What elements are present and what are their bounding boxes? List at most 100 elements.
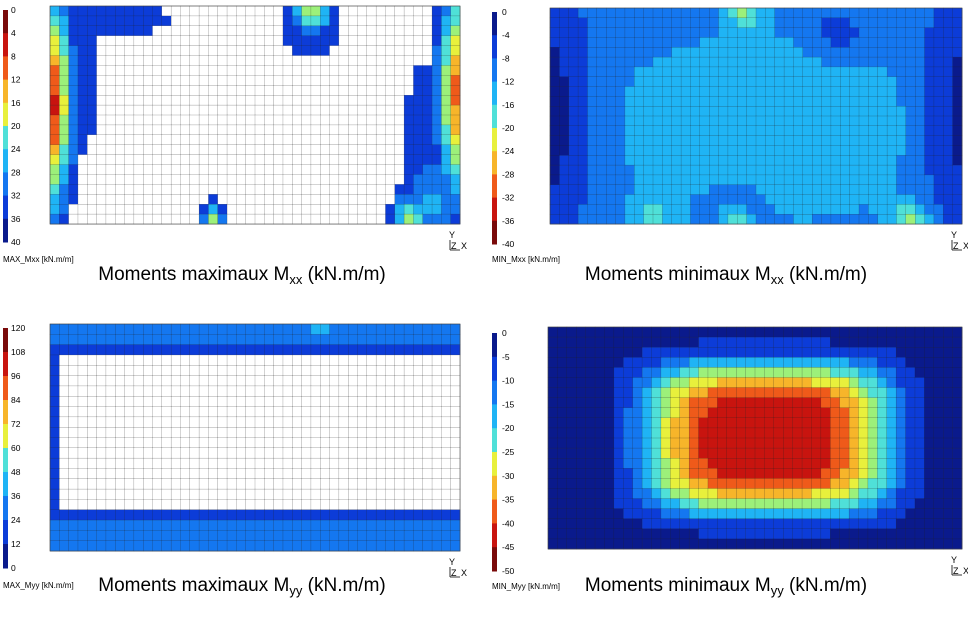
mesh-cell (557, 458, 568, 469)
mesh-cell (952, 27, 963, 38)
mesh-cell (830, 458, 841, 469)
mesh-cell (849, 115, 860, 127)
mesh-cell (848, 367, 859, 378)
mesh-cell (310, 95, 321, 106)
mesh-cell (170, 65, 181, 76)
mesh-cell (896, 184, 907, 196)
mesh-cell (886, 458, 897, 469)
mesh-cell (933, 106, 944, 117)
colorbar-swatch (492, 174, 497, 199)
mesh-cell (615, 145, 626, 156)
mesh-cell (49, 134, 60, 146)
mesh-cell (604, 437, 615, 449)
mesh-cell (623, 528, 634, 540)
mesh-cell (690, 125, 701, 137)
mesh-cell (596, 125, 607, 137)
mesh-cell (559, 66, 570, 78)
mesh-cell (727, 96, 738, 107)
mesh-cell (385, 124, 396, 136)
mesh-cell (632, 468, 643, 479)
mesh-cell (812, 17, 823, 29)
mesh-cell (264, 213, 275, 225)
mesh-cell (651, 377, 662, 389)
mesh-cell (105, 114, 116, 126)
mesh-cell (651, 437, 662, 449)
mesh-cell (431, 194, 442, 205)
mesh-cell (143, 334, 153, 346)
mesh-cell (68, 396, 79, 408)
mesh-cell (161, 406, 172, 418)
mesh-cell (450, 25, 461, 37)
mesh-cell (124, 334, 135, 346)
mesh-cell (87, 95, 98, 106)
mesh-cell (604, 488, 615, 500)
mesh-cell (651, 427, 662, 439)
mesh-cell (273, 416, 284, 428)
mesh-cell (338, 365, 349, 377)
mesh-cell (357, 478, 368, 490)
mesh-cell (867, 407, 878, 419)
mesh-cell (652, 204, 663, 215)
mesh-cell (737, 66, 748, 78)
mesh-cell (811, 347, 822, 358)
mesh-cell (587, 76, 598, 88)
mesh-cell (914, 367, 925, 378)
mesh-cell (886, 427, 897, 439)
mesh-cell (413, 144, 424, 156)
mesh-cell (245, 416, 256, 428)
mesh-cell (698, 367, 709, 378)
mesh-cell (783, 56, 794, 68)
mesh-cell (559, 194, 570, 205)
mesh-cell (623, 387, 634, 399)
mesh-cell (180, 375, 191, 387)
mesh-cell (549, 7, 560, 19)
mesh-cell (915, 76, 926, 88)
mesh-cell (226, 323, 237, 335)
mesh-cell (115, 437, 126, 449)
mesh-cell (662, 214, 673, 225)
mesh-cell (87, 416, 98, 428)
mesh-cell (96, 488, 107, 500)
mesh-cell (737, 125, 748, 137)
mesh-cell (952, 377, 963, 389)
mesh-cell (59, 85, 70, 96)
mesh-cell (905, 204, 916, 215)
mesh-cell (943, 326, 954, 338)
mesh-cell (632, 437, 643, 449)
mesh-cell (394, 204, 405, 215)
mesh-cell (180, 468, 191, 480)
mesh-cell (811, 417, 822, 429)
mesh-cell (338, 323, 349, 335)
mesh-cell (568, 214, 579, 225)
mesh-cell (115, 134, 126, 146)
mesh-cell (707, 538, 718, 550)
mesh-cell (180, 447, 191, 459)
mesh-cell (198, 323, 209, 335)
colorbar-swatch (3, 10, 8, 34)
mesh-cell (254, 375, 265, 387)
mesh-cell (651, 326, 662, 338)
mesh-cell (820, 478, 831, 489)
plot-border (49, 5, 461, 225)
mesh-cell (783, 458, 794, 469)
mesh-cell (180, 174, 191, 185)
mesh-cell (606, 164, 617, 176)
mesh-cell (651, 347, 662, 358)
mesh-cell (208, 55, 219, 66)
mesh-cell (124, 104, 135, 116)
mesh-cell (366, 144, 377, 156)
mesh-cell (292, 365, 303, 377)
mesh-cell (264, 134, 275, 146)
mesh-cell (189, 447, 200, 459)
mesh-cell (394, 530, 405, 542)
mesh-cell (348, 499, 358, 511)
mesh-cell (773, 417, 784, 429)
colorbar-tick-label: -24 (502, 146, 515, 156)
mesh-cell (576, 367, 587, 378)
mesh-cell (68, 447, 79, 459)
mesh-cell (606, 135, 617, 146)
mesh-cell (840, 194, 851, 205)
mesh-cell (124, 530, 135, 542)
mesh-cell (830, 17, 841, 29)
mesh-cell (394, 35, 405, 47)
